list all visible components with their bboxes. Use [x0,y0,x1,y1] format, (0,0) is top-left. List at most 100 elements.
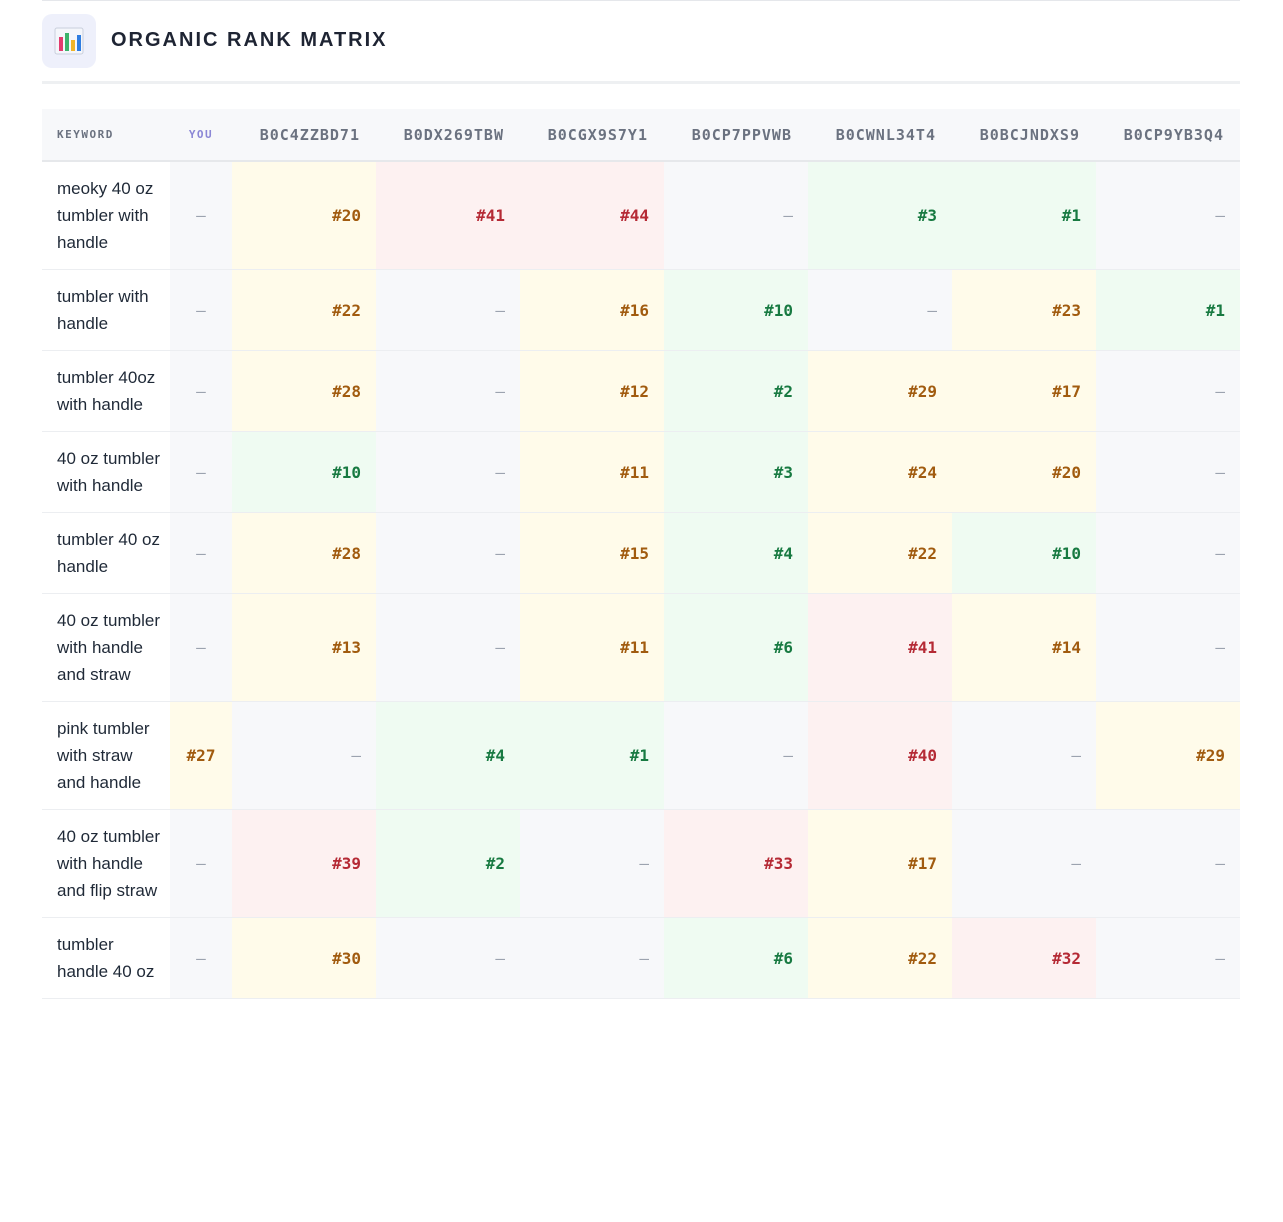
rank-cell: – [376,917,520,999]
rank-cell: #22 [808,512,952,594]
rank-cell: #3 [664,431,808,513]
rank-cell: #17 [808,809,952,918]
rank-cell: #29 [1096,701,1240,810]
bar-chart-icon [42,13,96,68]
column-header-asin[interactable]: B0CWNL34T4 [808,109,952,162]
table-row: tumbler with handle – #22– #16 #10– #23 #1 [42,269,1240,351]
you-rank-cell: – [170,161,232,270]
keyword-cell: 40 oz tumbler with handle [42,431,170,513]
rank-cell: #4 [376,701,520,810]
rank-cell: – [376,269,520,351]
top-divider [42,0,1240,1]
rank-cell: #22 [808,917,952,999]
rank-cell: – [232,701,376,810]
rank-cell: #10 [232,431,376,513]
table-row: tumbler 40oz with handle – #28– #12 #2 #29 #17… [42,350,1240,432]
column-header-you[interactable]: YOU [170,109,232,162]
rank-cell: – [1096,431,1240,513]
rank-cell: #6 [664,593,808,702]
rank-cell: #30 [232,917,376,999]
rank-cell: #20 [232,161,376,270]
rank-cell: #41 [376,161,520,270]
rank-cell: – [1096,917,1240,999]
rank-cell: #14 [952,593,1096,702]
keyword-cell: pink tumbler with straw and handle [42,701,170,810]
rank-cell: #23 [952,269,1096,351]
table-row: tumbler 40 oz handle – #28– #15 #4 #22 #10– [42,512,1240,594]
you-rank-cell: – [170,809,232,918]
rank-cell: #1 [952,161,1096,270]
rank-cell: #2 [376,809,520,918]
you-rank-cell: – [170,350,232,432]
rank-cell: #44 [520,161,664,270]
rank-cell: #29 [808,350,952,432]
keyword-cell: 40 oz tumbler with handle and flip straw [42,809,170,918]
column-header-asin[interactable]: B0BCJNDXS9 [952,109,1096,162]
page-title: ORGANIC RANK MATRIX [111,29,388,51]
column-header-asin[interactable]: B0CP7PPVWB [664,109,808,162]
rank-cell: – [1096,593,1240,702]
rank-cell: #2 [664,350,808,432]
rank-cell: #15 [520,512,664,594]
keyword-cell: tumbler handle 40 oz [42,917,170,999]
rank-cell: #33 [664,809,808,918]
rank-cell: #24 [808,431,952,513]
rank-cell: – [376,350,520,432]
rank-cell: – [664,701,808,810]
rank-cell: #13 [232,593,376,702]
rank-cell: – [376,593,520,702]
rank-cell: #28 [232,350,376,432]
rank-cell: #39 [232,809,376,918]
rank-cell: #28 [232,512,376,594]
rank-cell: – [808,269,952,351]
rank-cell: #12 [520,350,664,432]
table-row: 40 oz tumbler with handle and straw – #13–… [42,593,1240,702]
header-divider [42,81,1240,84]
rank-cell: – [952,701,1096,810]
you-rank-cell: – [170,917,232,999]
rank-cell: #16 [520,269,664,351]
rank-cell: #17 [952,350,1096,432]
rank-matrix-table: KEYWORD YOU B0C4ZZBD71 B0DX269TBW B0CGX9S7… [42,109,1240,999]
keyword-cell: tumbler with handle [42,269,170,351]
rank-cell: #20 [952,431,1096,513]
rank-cell: #40 [808,701,952,810]
table-row: tumbler handle 40 oz – #30– – #6 #22 #32– [42,917,1240,999]
rank-cell: #32 [952,917,1096,999]
rank-cell: – [376,431,520,513]
table-row: 40 oz tumbler with handle and flip straw… [42,809,1240,918]
column-header-asin[interactable]: B0C4ZZBD71 [232,109,376,162]
page-header: ORGANIC RANK MATRIX [42,13,1240,68]
column-header-keyword[interactable]: KEYWORD [42,109,170,162]
rank-cell: – [520,917,664,999]
rank-cell: – [952,809,1096,918]
column-header-asin[interactable]: B0CP9YB3Q4 [1096,109,1240,162]
rank-cell: – [664,161,808,270]
column-header-asin[interactable]: B0DX269TBW [376,109,520,162]
rank-cell: – [376,512,520,594]
rank-cell: #4 [664,512,808,594]
keyword-cell: tumbler 40 oz handle [42,512,170,594]
table-header-row: KEYWORD YOU B0C4ZZBD71 B0DX269TBW B0CGX9S7… [42,109,1240,162]
column-header-asin[interactable]: B0CGX9S7Y1 [520,109,664,162]
rank-cell: #6 [664,917,808,999]
keyword-cell: tumbler 40oz with handle [42,350,170,432]
you-rank-cell: – [170,431,232,513]
rank-cell: – [1096,350,1240,432]
keyword-cell: 40 oz tumbler with handle and straw [42,593,170,702]
you-rank-cell: #27 [170,701,232,810]
you-rank-cell: – [170,512,232,594]
rank-cell: – [520,809,664,918]
rank-cell: – [1096,161,1240,270]
table-row: 40 oz tumbler with handle – #10– #11 #3 #24 #2… [42,431,1240,513]
rank-cell: #1 [1096,269,1240,351]
table-row: meoky 40 oz tumbler with handle – #20 #41 #4… [42,161,1240,270]
rank-cell: #22 [232,269,376,351]
rank-cell: #1 [520,701,664,810]
you-rank-cell: – [170,269,232,351]
table-row: pink tumbler with straw and handle #27– #4… [42,701,1240,810]
rank-cell: #11 [520,593,664,702]
rank-cell: #10 [664,269,808,351]
rank-cell: #41 [808,593,952,702]
rank-cell: – [1096,809,1240,918]
